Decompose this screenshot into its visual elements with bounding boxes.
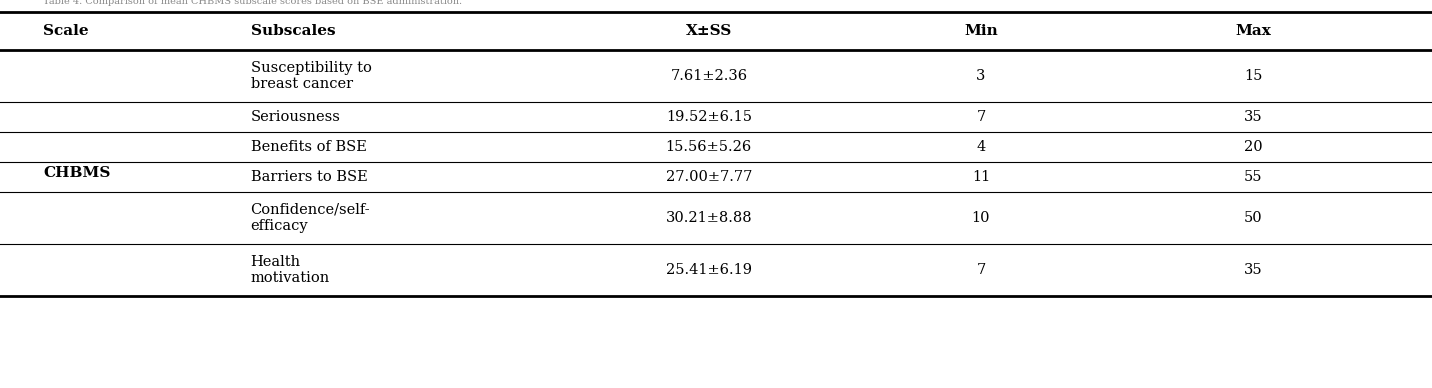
Text: X±SS: X±SS (686, 24, 732, 38)
Text: Max: Max (1234, 24, 1272, 38)
Text: Scale: Scale (43, 24, 89, 38)
Text: 50: 50 (1243, 211, 1263, 225)
Text: 3: 3 (977, 69, 985, 83)
Text: 25.41±6.19: 25.41±6.19 (666, 263, 752, 277)
Text: Confidence/self-
efficacy: Confidence/self- efficacy (251, 203, 371, 233)
Text: 7: 7 (977, 110, 985, 124)
Text: 4: 4 (977, 140, 985, 154)
Text: 27.00±7.77: 27.00±7.77 (666, 170, 752, 184)
Text: Seriousness: Seriousness (251, 110, 341, 124)
Text: 11: 11 (972, 170, 990, 184)
Text: 35: 35 (1243, 263, 1263, 277)
Text: Benefits of BSE: Benefits of BSE (251, 140, 367, 154)
Text: Table 4. Comparison of mean CHBMS subscale scores based on BSE administration.: Table 4. Comparison of mean CHBMS subsca… (43, 0, 463, 6)
Text: 10: 10 (972, 211, 990, 225)
Text: 15: 15 (1244, 69, 1262, 83)
Text: Subscales: Subscales (251, 24, 335, 38)
Text: 19.52±6.15: 19.52±6.15 (666, 110, 752, 124)
Text: 7: 7 (977, 263, 985, 277)
Text: 20: 20 (1243, 140, 1263, 154)
Text: CHBMS: CHBMS (43, 166, 110, 180)
Text: Health
motivation: Health motivation (251, 255, 329, 285)
Text: Susceptibility to
breast cancer: Susceptibility to breast cancer (251, 61, 371, 91)
Text: Min: Min (964, 24, 998, 38)
Text: 15.56±5.26: 15.56±5.26 (666, 140, 752, 154)
Text: 55: 55 (1244, 170, 1262, 184)
Text: 30.21±8.88: 30.21±8.88 (666, 211, 752, 225)
Text: Barriers to BSE: Barriers to BSE (251, 170, 368, 184)
Text: 35: 35 (1243, 110, 1263, 124)
Text: 7.61±2.36: 7.61±2.36 (670, 69, 748, 83)
